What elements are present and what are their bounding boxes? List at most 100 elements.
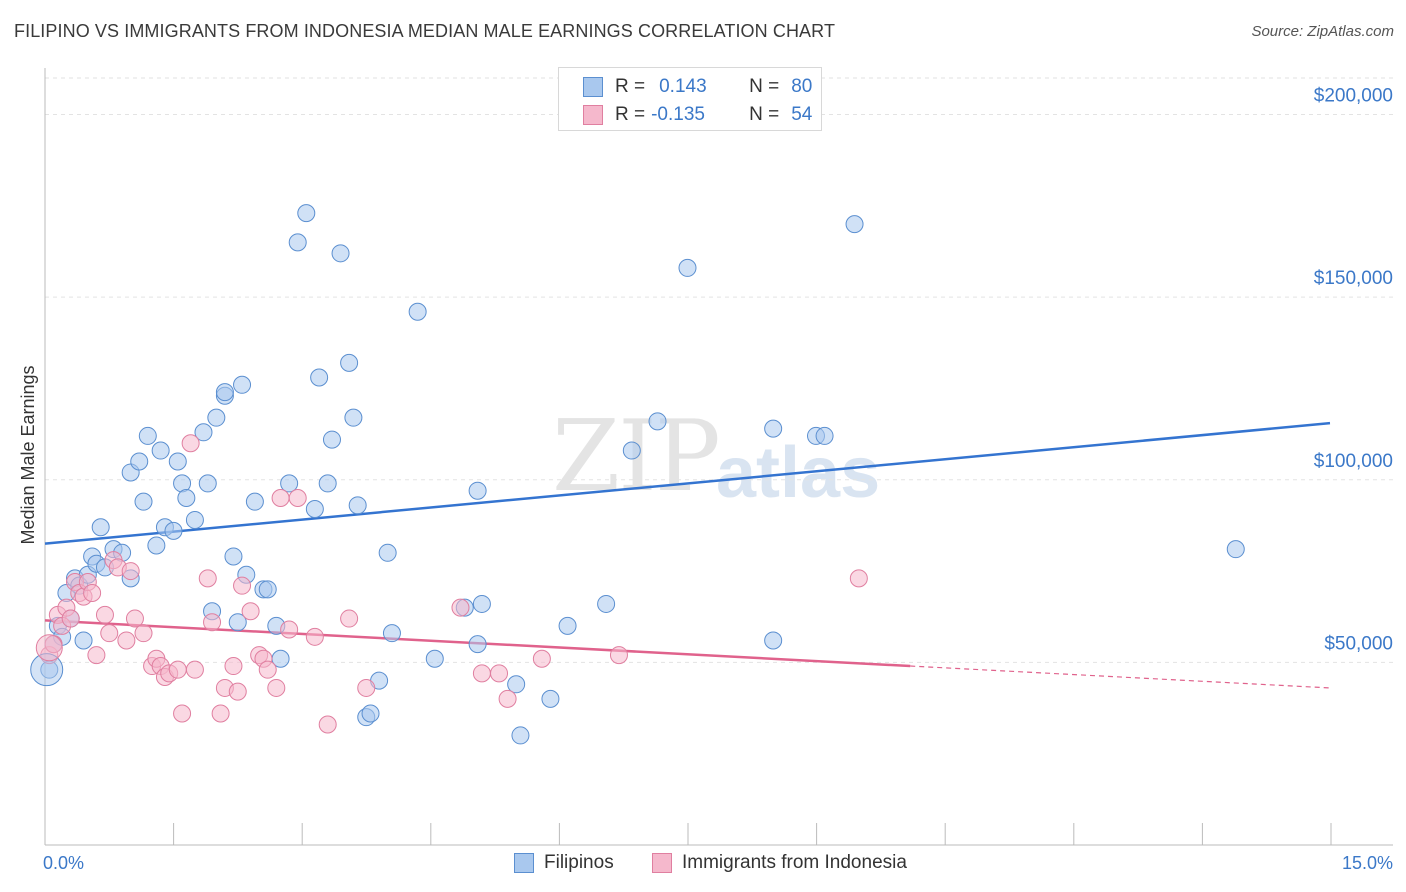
point-indonesia (490, 664, 509, 683)
point-indonesia (280, 620, 299, 639)
legend-n-label: N = (749, 104, 780, 125)
point-filipinos (310, 368, 329, 387)
point-indonesia (472, 664, 491, 683)
point-filipinos (541, 689, 560, 708)
point-filipinos (280, 474, 299, 493)
point-filipinos (382, 624, 401, 643)
trend-line-indonesia-extension (910, 665, 1331, 689)
correlation-legend: R = 0.143 N = 80 R = -0.135 N = 54 (558, 67, 822, 131)
point-filipinos (468, 635, 487, 654)
legend-r-value: 0.143 (659, 76, 707, 97)
point-filipinos (348, 496, 367, 515)
point-indonesia (305, 627, 324, 646)
legend-label-filipinos: Filipinos (544, 852, 614, 873)
legend-row-filipinos: R = 0.143 N = 80 (583, 72, 812, 102)
point-filipinos (224, 547, 243, 566)
point-filipinos (845, 215, 864, 234)
point-indonesia (451, 598, 470, 617)
point-filipinos (322, 430, 341, 449)
legend-r-label: R = (615, 76, 646, 97)
legend-item-filipinos[interactable]: Filipinos (514, 852, 614, 874)
point-indonesia (83, 583, 102, 602)
point-filipinos (331, 244, 350, 263)
point-indonesia (95, 605, 114, 624)
point-indonesia (121, 562, 140, 581)
point-filipinos (622, 441, 641, 460)
point-filipinos (305, 499, 324, 518)
point-indonesia (224, 657, 243, 676)
chart-title: FILIPINO VS IMMIGRANTS FROM INDONESIA ME… (14, 21, 836, 41)
point-indonesia (185, 660, 204, 679)
point-indonesia (211, 704, 230, 723)
point-indonesia (134, 624, 153, 643)
point-indonesia (318, 715, 337, 734)
y-tick-label: $150,000 (1314, 268, 1393, 289)
point-indonesia (271, 489, 290, 508)
point-filipinos (378, 543, 397, 562)
point-filipinos (207, 408, 226, 427)
point-filipinos (147, 536, 166, 555)
series-legend: Filipinos Immigrants from Indonesia (0, 852, 1406, 878)
point-filipinos (472, 594, 491, 613)
point-filipinos (215, 383, 234, 402)
point-filipinos (1226, 540, 1245, 559)
legend-n-value: 80 (791, 76, 813, 97)
point-indonesia (228, 682, 247, 701)
point-indonesia (288, 489, 307, 508)
point-filipinos (194, 423, 213, 442)
point-filipinos (134, 492, 153, 511)
point-indonesia (173, 704, 192, 723)
point-filipinos (138, 426, 157, 445)
point-filipinos (288, 233, 307, 252)
point-indonesia (233, 576, 252, 595)
point-filipinos (648, 412, 667, 431)
legend-label-indonesia: Immigrants from Indonesia (682, 852, 907, 873)
point-indonesia (340, 609, 359, 628)
point-indonesia (168, 660, 187, 679)
point-indonesia (357, 678, 376, 697)
legend-item-indonesia[interactable]: Immigrants from Indonesia (652, 852, 907, 874)
point-filipinos (151, 441, 170, 460)
point-indonesia (849, 569, 868, 588)
point-filipinos (177, 489, 196, 508)
x-tick-label: 15.0% (1342, 853, 1393, 873)
point-filipinos (815, 426, 834, 445)
y-tick-label: $200,000 (1314, 86, 1393, 107)
y-tick-label: $100,000 (1314, 451, 1393, 472)
point-filipinos (168, 452, 187, 471)
x-tick-label: 0.0% (43, 853, 84, 873)
point-indonesia (61, 609, 80, 628)
point-filipinos (361, 704, 380, 723)
axes (44, 68, 1393, 846)
trend-line-filipinos (44, 421, 1331, 545)
point-filipinos (164, 521, 183, 540)
legend-n-value: 54 (791, 104, 813, 125)
legend-r-value: -0.135 (651, 104, 705, 125)
point-indonesia (609, 646, 628, 665)
point-filipinos (340, 353, 359, 372)
y-axis-label: Median Male Earnings (18, 365, 38, 544)
point-filipinos (764, 419, 783, 438)
legend-r-label: R = (615, 104, 646, 125)
point-indonesia (498, 689, 517, 708)
point-filipinos (91, 518, 110, 537)
point-indonesia (203, 613, 222, 632)
point-filipinos (233, 375, 252, 394)
legend-swatch-indonesia (583, 105, 603, 125)
point-filipinos (185, 510, 204, 529)
point-indonesia (198, 569, 217, 588)
point-filipinos (245, 492, 264, 511)
legend-swatch-indonesia (652, 853, 672, 873)
point-filipinos (74, 631, 93, 650)
point-indonesia (125, 609, 144, 628)
point-filipinos (258, 580, 277, 599)
point-filipinos (130, 452, 149, 471)
point-filipinos (764, 631, 783, 650)
point-filipinos (228, 613, 247, 632)
point-filipinos (511, 726, 530, 745)
data-points (30, 204, 1245, 745)
point-filipinos (597, 594, 616, 613)
point-indonesia (87, 646, 106, 665)
point-indonesia (532, 649, 551, 668)
